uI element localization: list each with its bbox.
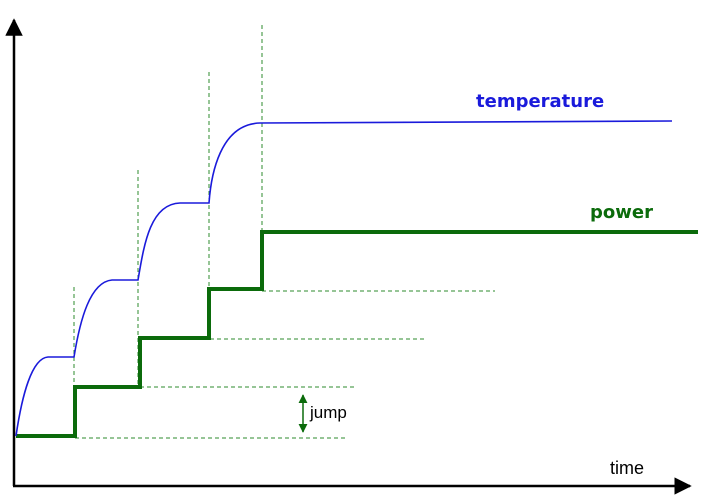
time-label: time <box>610 458 644 478</box>
temperature-curve <box>15 120 673 437</box>
temperature-label: temperature <box>476 91 604 112</box>
jump-label: jump <box>309 403 347 422</box>
power-curve <box>16 230 698 438</box>
vertical-guides <box>73 25 263 438</box>
power-label: power <box>590 202 653 223</box>
horizontal-guides <box>75 290 495 439</box>
